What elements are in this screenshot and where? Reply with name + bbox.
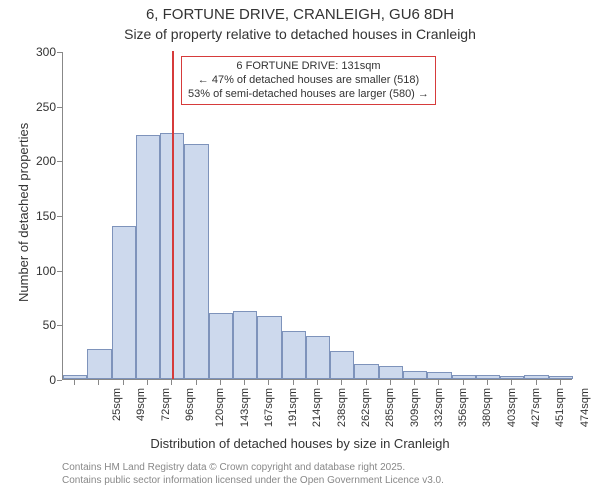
chart-title: 6, FORTUNE DRIVE, CRANLEIGH, GU6 8DH xyxy=(0,6,600,23)
x-tick-label: 356sqm xyxy=(457,388,469,427)
x-tick-label: 403sqm xyxy=(506,388,518,427)
x-tick-label: 427sqm xyxy=(530,388,542,427)
x-tick-mark xyxy=(98,380,99,385)
x-tick-label: 309sqm xyxy=(409,388,421,427)
y-tick-mark xyxy=(57,107,62,108)
histogram-bar xyxy=(87,349,111,379)
x-tick-mark xyxy=(487,380,488,385)
x-tick-mark xyxy=(560,380,561,385)
x-tick-label: 262sqm xyxy=(360,388,372,427)
y-tick-label: 300 xyxy=(22,45,56,59)
y-tick-mark xyxy=(57,161,62,162)
y-tick-label: 50 xyxy=(22,318,56,332)
property-size-histogram: 6, FORTUNE DRIVE, CRANLEIGH, GU6 8DH Siz… xyxy=(0,0,600,500)
histogram-bar xyxy=(233,311,257,379)
x-tick-mark xyxy=(414,380,415,385)
x-tick-mark xyxy=(390,380,391,385)
x-tick-label: 191sqm xyxy=(287,388,299,427)
x-tick-mark xyxy=(511,380,512,385)
x-tick-label: 285sqm xyxy=(384,388,396,427)
histogram-bar xyxy=(136,135,160,379)
y-tick-mark xyxy=(57,325,62,326)
x-tick-mark xyxy=(438,380,439,385)
histogram-bar xyxy=(209,313,233,379)
x-tick-label: 167sqm xyxy=(263,388,275,427)
histogram-bar xyxy=(452,375,476,379)
x-tick-mark xyxy=(536,380,537,385)
y-tick-label: 150 xyxy=(22,209,56,223)
x-tick-label: 96sqm xyxy=(184,388,196,421)
histogram-bar xyxy=(112,226,136,379)
x-tick-mark xyxy=(463,380,464,385)
x-tick-mark xyxy=(293,380,294,385)
property-marker-line xyxy=(172,51,174,379)
histogram-bar xyxy=(524,375,548,379)
x-axis-label: Distribution of detached houses by size … xyxy=(0,436,600,451)
y-tick-mark xyxy=(57,271,62,272)
plot-area: 6 FORTUNE DRIVE: 131sqm← 47% of detached… xyxy=(62,52,572,380)
y-tick-label: 250 xyxy=(22,100,56,114)
x-tick-mark xyxy=(220,380,221,385)
histogram-bar xyxy=(330,351,354,379)
attribution-line-1: Contains HM Land Registry data © Crown c… xyxy=(62,462,405,475)
histogram-bar xyxy=(476,375,500,379)
x-tick-mark xyxy=(317,380,318,385)
x-tick-label: 143sqm xyxy=(239,388,251,427)
x-tick-label: 214sqm xyxy=(312,388,324,427)
x-tick-mark xyxy=(147,380,148,385)
histogram-bar xyxy=(63,375,87,379)
x-tick-label: 474sqm xyxy=(579,388,591,427)
x-tick-label: 380sqm xyxy=(482,388,494,427)
x-tick-mark xyxy=(268,380,269,385)
chart-subtitle: Size of property relative to detached ho… xyxy=(0,26,600,42)
y-tick-label: 0 xyxy=(22,373,56,387)
callout-line: 53% of semi-detached houses are larger (… xyxy=(188,88,429,102)
y-tick-label: 200 xyxy=(22,154,56,168)
y-tick-mark xyxy=(57,52,62,53)
histogram-bar xyxy=(403,371,427,379)
x-tick-label: 49sqm xyxy=(135,388,147,421)
x-tick-label: 25sqm xyxy=(111,388,123,421)
x-tick-mark xyxy=(341,380,342,385)
x-tick-label: 451sqm xyxy=(554,388,566,427)
histogram-bar xyxy=(427,372,451,379)
marker-callout: 6 FORTUNE DRIVE: 131sqm← 47% of detached… xyxy=(181,56,436,105)
histogram-bar xyxy=(184,144,208,379)
x-tick-mark xyxy=(244,380,245,385)
y-tick-label: 100 xyxy=(22,264,56,278)
histogram-bar xyxy=(549,376,573,379)
histogram-bar xyxy=(257,316,281,379)
x-tick-label: 72sqm xyxy=(160,388,172,421)
x-tick-mark xyxy=(74,380,75,385)
x-tick-mark xyxy=(171,380,172,385)
callout-line: 6 FORTUNE DRIVE: 131sqm xyxy=(188,60,429,74)
histogram-bar xyxy=(354,364,378,379)
callout-line: ← 47% of detached houses are smaller (51… xyxy=(188,74,429,88)
attribution-line-2: Contains public sector information licen… xyxy=(62,475,444,488)
x-tick-mark xyxy=(366,380,367,385)
x-tick-mark xyxy=(196,380,197,385)
x-tick-label: 332sqm xyxy=(433,388,445,427)
y-tick-mark xyxy=(57,380,62,381)
x-tick-label: 120sqm xyxy=(214,388,226,427)
histogram-bar xyxy=(379,366,403,379)
y-tick-mark xyxy=(57,216,62,217)
histogram-bar xyxy=(500,376,524,379)
x-tick-label: 238sqm xyxy=(336,388,348,427)
x-tick-mark xyxy=(123,380,124,385)
histogram-bar xyxy=(306,336,330,379)
histogram-bar xyxy=(282,331,306,379)
